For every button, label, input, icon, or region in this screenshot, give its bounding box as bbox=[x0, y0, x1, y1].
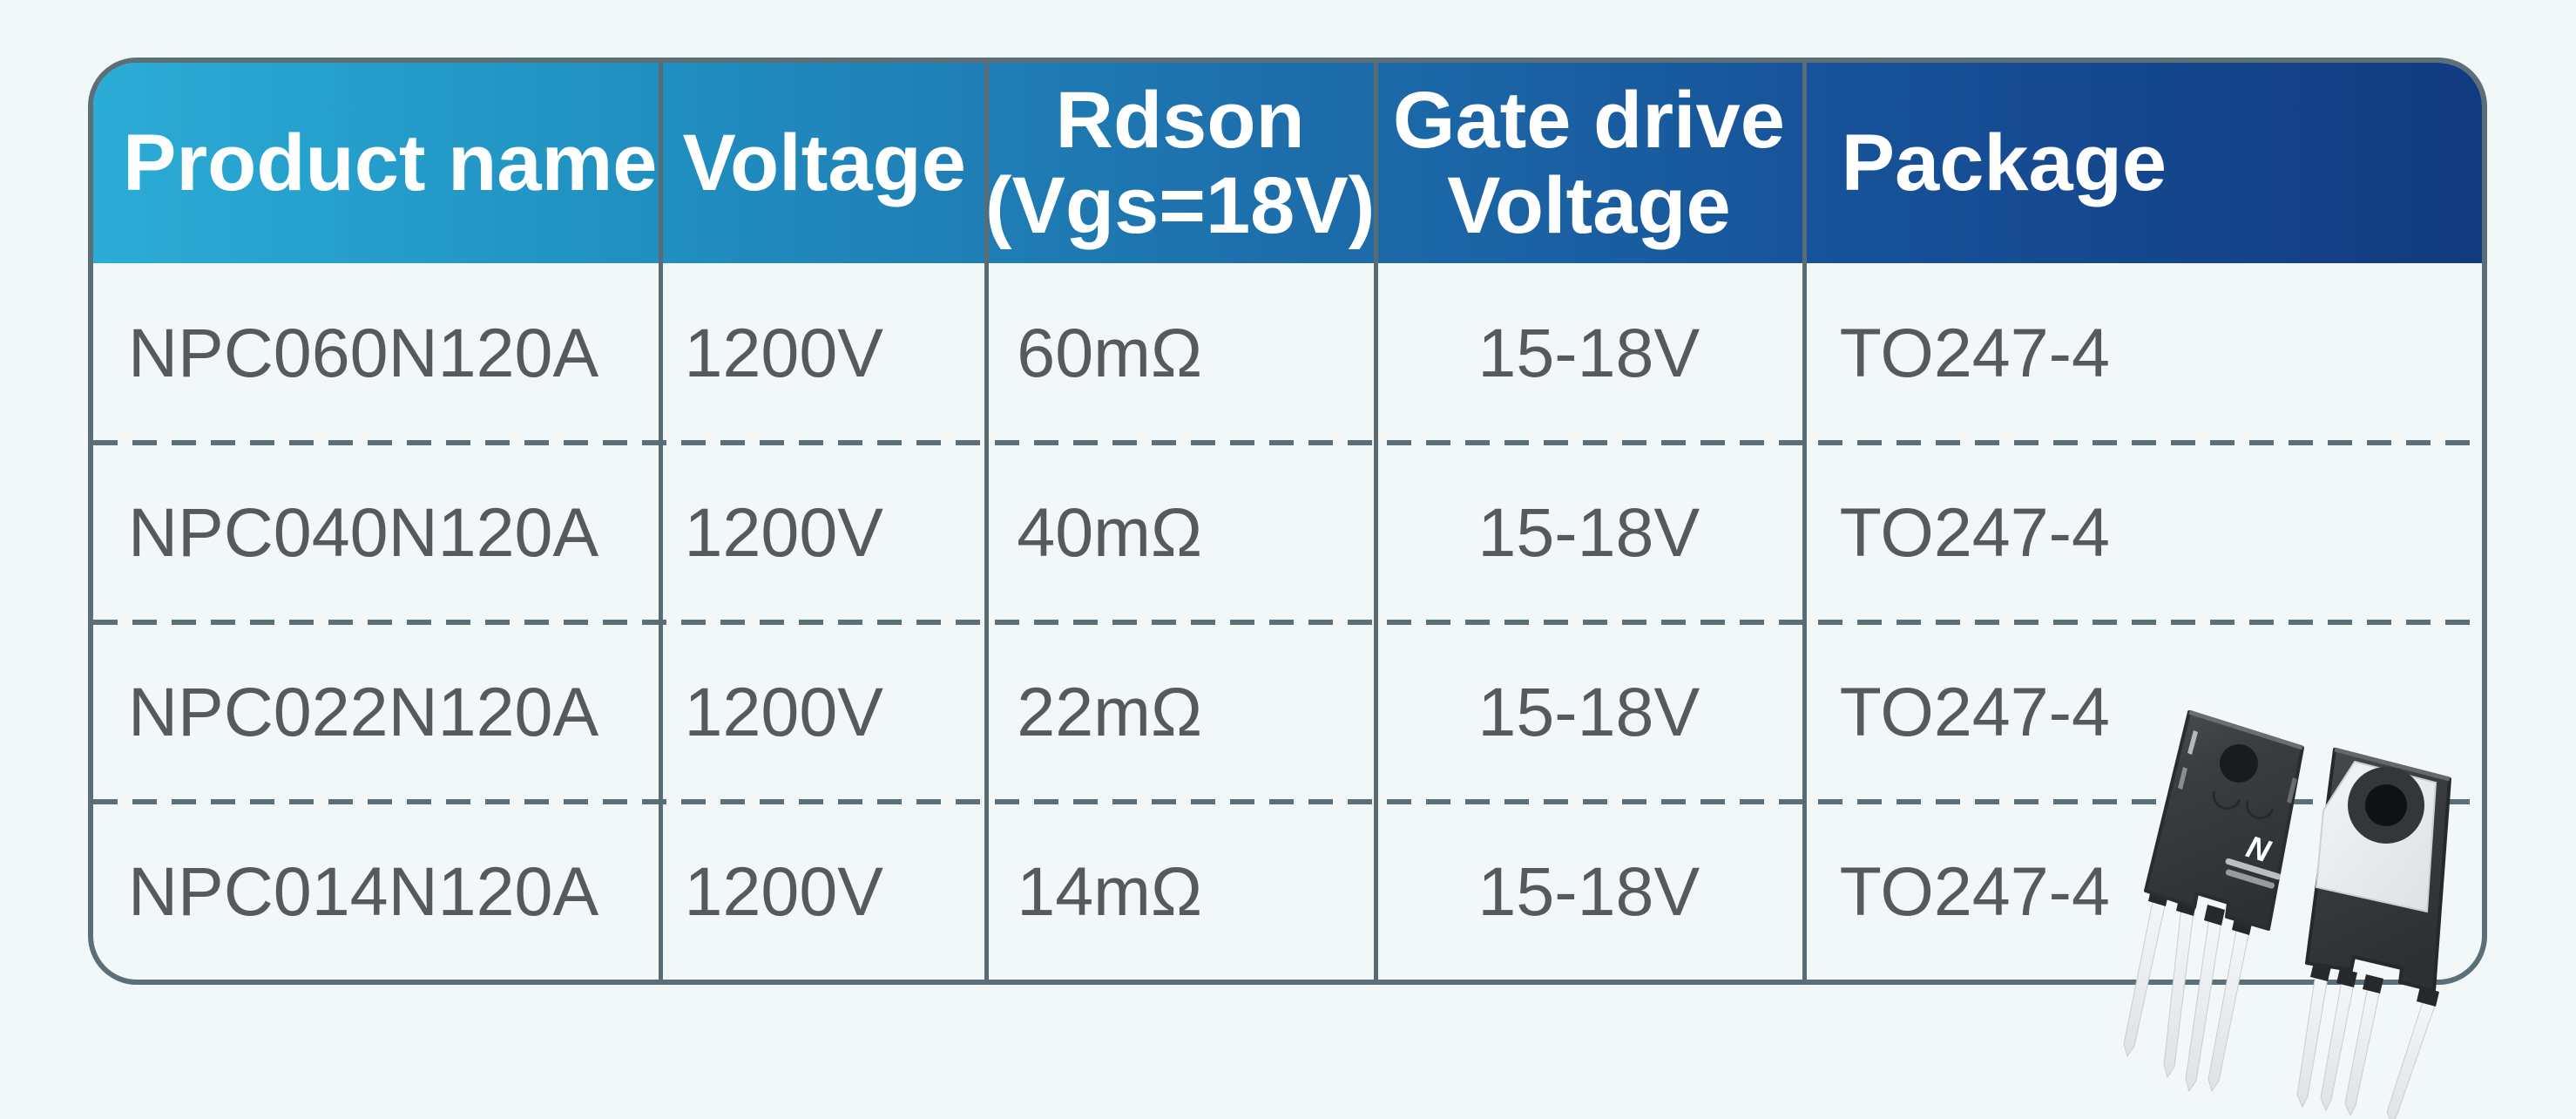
column-divider bbox=[1374, 63, 1378, 980]
table-row: NPC022N120A 1200V 22mΩ 15-18V TO247-4 bbox=[93, 622, 2482, 802]
package-pin bbox=[2344, 986, 2381, 1117]
cell-rdson: 60mΩ bbox=[1017, 314, 1203, 391]
to247-package-photo: N bbox=[2123, 709, 2451, 1119]
package-pin bbox=[2163, 906, 2194, 1079]
cell-voltage: 1200V bbox=[684, 493, 883, 571]
cell-product-name: NPC040N120A bbox=[128, 493, 599, 571]
table-header-row: Product name Voltage Rdson (Vgs=18V) Gat… bbox=[93, 63, 2482, 263]
column-divider bbox=[984, 63, 989, 980]
cell-package: TO247-4 bbox=[1839, 493, 2110, 571]
mounting-hole bbox=[2365, 784, 2407, 826]
product-spec-table: Product name Voltage Rdson (Vgs=18V) Gat… bbox=[88, 58, 2487, 985]
cell-gate-drive-voltage: 15-18V bbox=[1477, 493, 1700, 571]
cell-package: TO247-4 bbox=[1839, 852, 2110, 930]
cell-voltage: 1200V bbox=[684, 673, 883, 750]
logo-text-line bbox=[2225, 869, 2275, 889]
header-package: Package bbox=[1803, 63, 2482, 263]
header-line: Product name bbox=[123, 119, 658, 207]
header-voltage: Voltage bbox=[659, 63, 985, 263]
header-line: Gate drive bbox=[1392, 76, 1785, 165]
header-line: (Vgs=18V) bbox=[984, 161, 1376, 250]
cell-product-name: NPC060N120A bbox=[128, 314, 599, 391]
cell-gate-drive-voltage: 15-18V bbox=[1477, 852, 1700, 930]
cell-package: TO247-4 bbox=[1839, 673, 2110, 750]
logo-text-line bbox=[2225, 858, 2282, 880]
cell-gate-drive-voltage: 15-18V bbox=[1477, 314, 1700, 391]
package-pin bbox=[2386, 999, 2437, 1119]
header-gate-drive-voltage: Gate drive Voltage bbox=[1375, 63, 1803, 263]
cell-package: TO247-4 bbox=[1839, 314, 2110, 391]
cell-product-name: NPC022N120A bbox=[128, 673, 599, 750]
header-line: Rdson bbox=[1055, 76, 1305, 165]
cell-product-name: NPC014N120A bbox=[128, 852, 599, 930]
cell-gate-drive-voltage: 15-18V bbox=[1477, 673, 1700, 750]
cell-rdson: 40mΩ bbox=[1017, 493, 1203, 571]
header-product-name: Product name bbox=[93, 63, 659, 263]
cell-rdson: 22mΩ bbox=[1017, 673, 1203, 750]
package-body bbox=[2144, 710, 2304, 931]
cell-voltage: 1200V bbox=[684, 314, 883, 391]
header-rdson: Rdson (Vgs=18V) bbox=[985, 63, 1375, 263]
header-line: Voltage bbox=[682, 119, 966, 207]
row-divider-dashed bbox=[93, 440, 2482, 445]
column-divider bbox=[659, 63, 663, 980]
table-row: NPC040N120A 1200V 40mΩ 15-18V TO247-4 bbox=[93, 443, 2482, 622]
to247-front-package: N bbox=[2123, 709, 2304, 1093]
header-line: Package bbox=[1841, 119, 2167, 207]
mounting-hole bbox=[2220, 744, 2258, 783]
row-divider-dashed bbox=[93, 620, 2482, 625]
table-row: NPC014N120A 1200V 14mΩ 15-18V TO247-4 bbox=[93, 802, 2482, 980]
cell-voltage: 1200V bbox=[684, 852, 883, 930]
header-line: Voltage bbox=[1447, 161, 1731, 250]
cell-rdson: 14mΩ bbox=[1017, 852, 1203, 930]
to247-back-package bbox=[2296, 747, 2451, 1119]
column-divider bbox=[1802, 63, 1807, 980]
table-row: NPC060N120A 1200V 60mΩ 15-18V TO247-4 bbox=[93, 263, 2482, 443]
package-pin bbox=[2123, 897, 2167, 1058]
row-divider-dashed bbox=[93, 799, 2482, 804]
